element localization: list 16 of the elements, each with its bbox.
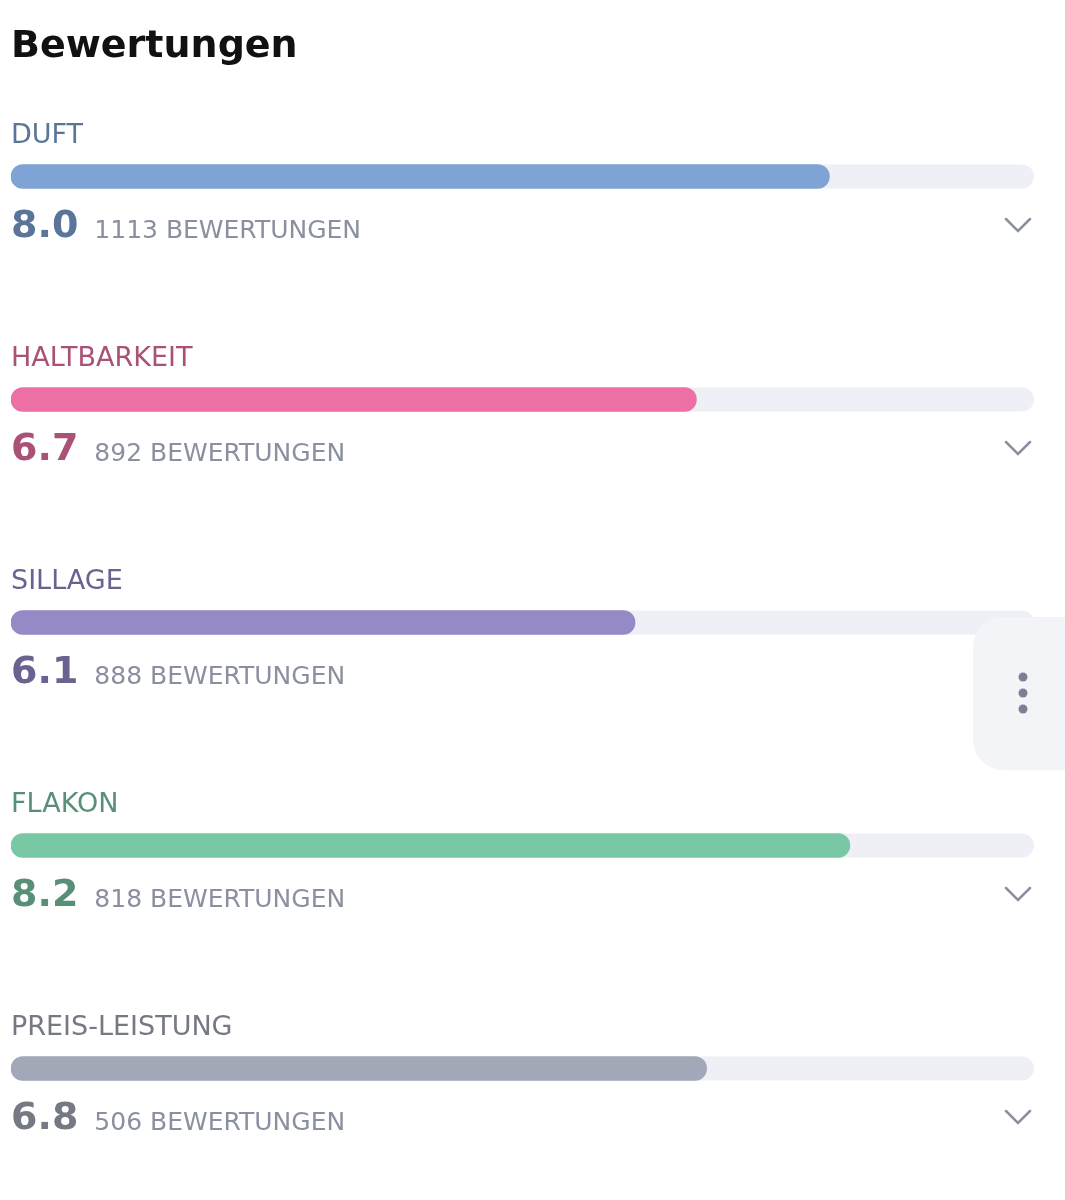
chart-title: Bewertungen — [11, 22, 298, 66]
y-tick-label: SILLAGE — [11, 563, 123, 595]
data-label: 8.0 — [11, 202, 79, 247]
annotation: 1113 BEWERTUNGEN — [94, 215, 362, 244]
data-label: 6.7 — [11, 425, 79, 470]
data-label: 6.8 — [11, 1094, 79, 1139]
y-tick-label: PREIS-LEISTUNG — [11, 1009, 233, 1041]
annotation: 506 BEWERTUNGEN — [94, 1107, 346, 1136]
data-label: 8.2 — [11, 871, 79, 916]
data-label: 6.1 — [11, 648, 79, 693]
y-tick-label: HALTBARKEIT — [11, 340, 194, 372]
annotation: 818 BEWERTUNGEN — [94, 884, 346, 913]
annotation: 888 BEWERTUNGEN — [94, 661, 346, 690]
y-tick-label: FLAKON — [11, 786, 119, 818]
annotation: 892 BEWERTUNGEN — [94, 438, 346, 467]
y-tick-label: DUFT — [11, 117, 84, 149]
